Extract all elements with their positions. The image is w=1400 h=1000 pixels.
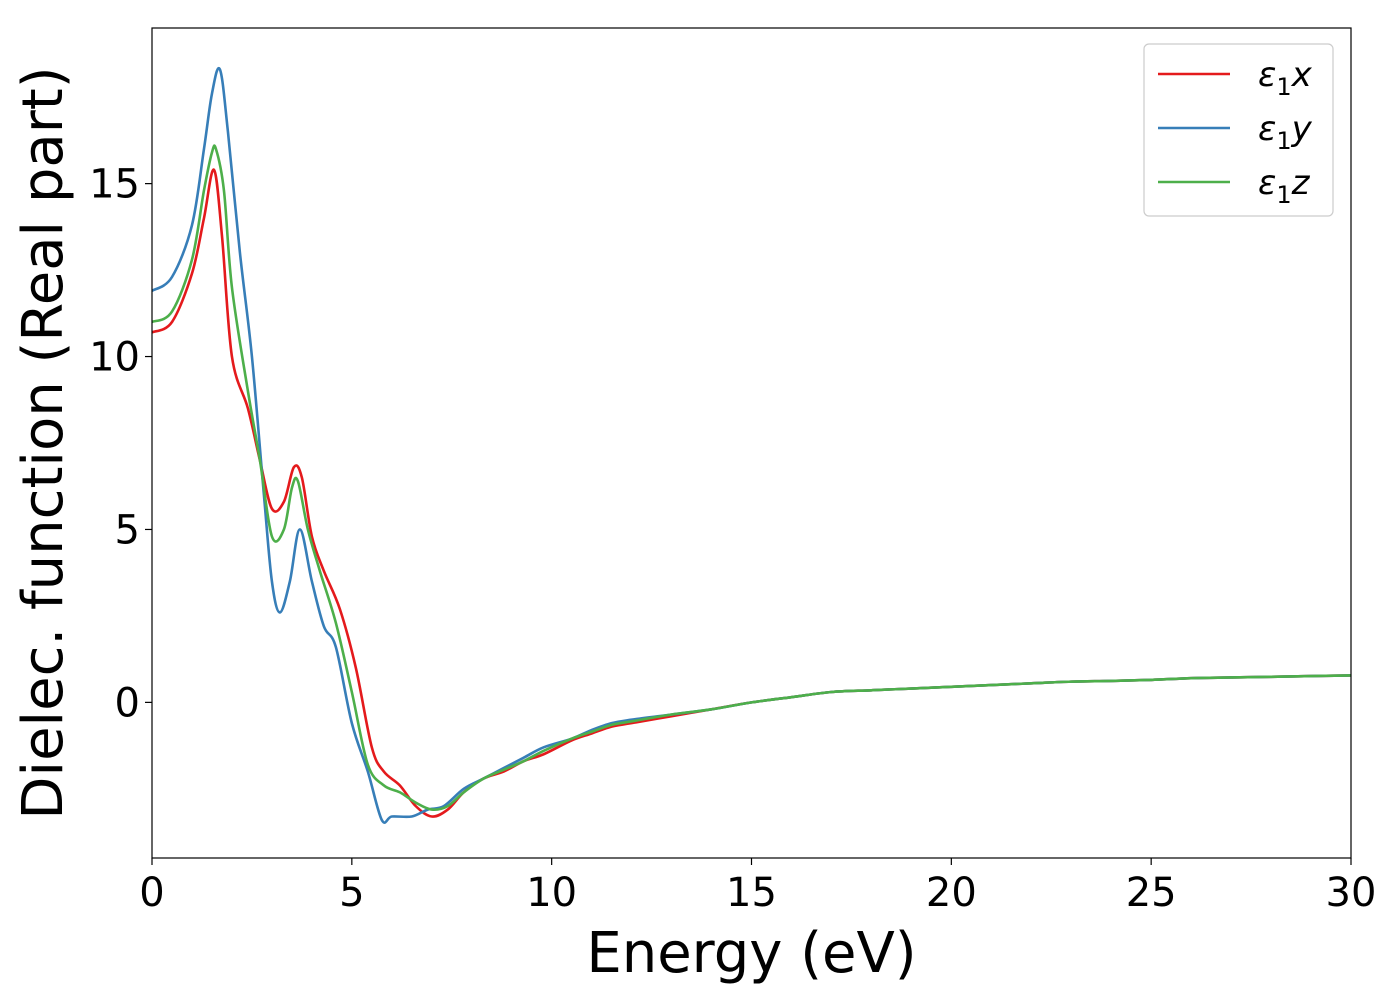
x-tick-label: 25 <box>1126 870 1177 916</box>
y-tick-label: 10 <box>89 335 140 381</box>
y-tick-label: 0 <box>115 680 140 726</box>
x-axis-title: Energy (eV) <box>586 921 916 986</box>
x-tick-label: 15 <box>726 870 777 916</box>
x-tick-label: 5 <box>339 870 364 916</box>
legend-label-y: ε1y <box>1258 109 1313 155</box>
legend-label-x: ε1x <box>1258 55 1313 101</box>
y-tick-label: 15 <box>89 162 140 208</box>
y-axis-title: Dielec. function (Real part) <box>11 66 76 819</box>
x-tick-label: 20 <box>926 870 977 916</box>
y-tick-label: 5 <box>115 507 140 553</box>
legend-label-z: ε1z <box>1258 163 1311 209</box>
legend: ε1x ε1y ε1z <box>1143 43 1334 217</box>
series-layer <box>152 66 1351 824</box>
x-tick-label: 0 <box>139 870 164 916</box>
legend-box <box>1143 43 1334 217</box>
x-tick-label: 10 <box>526 870 577 916</box>
ticks-layer: 0 5 10 15 20 25 30 0 5 10 15 <box>89 162 1376 916</box>
x-tick-label: 30 <box>1326 870 1377 916</box>
series-line-z <box>152 144 1351 812</box>
